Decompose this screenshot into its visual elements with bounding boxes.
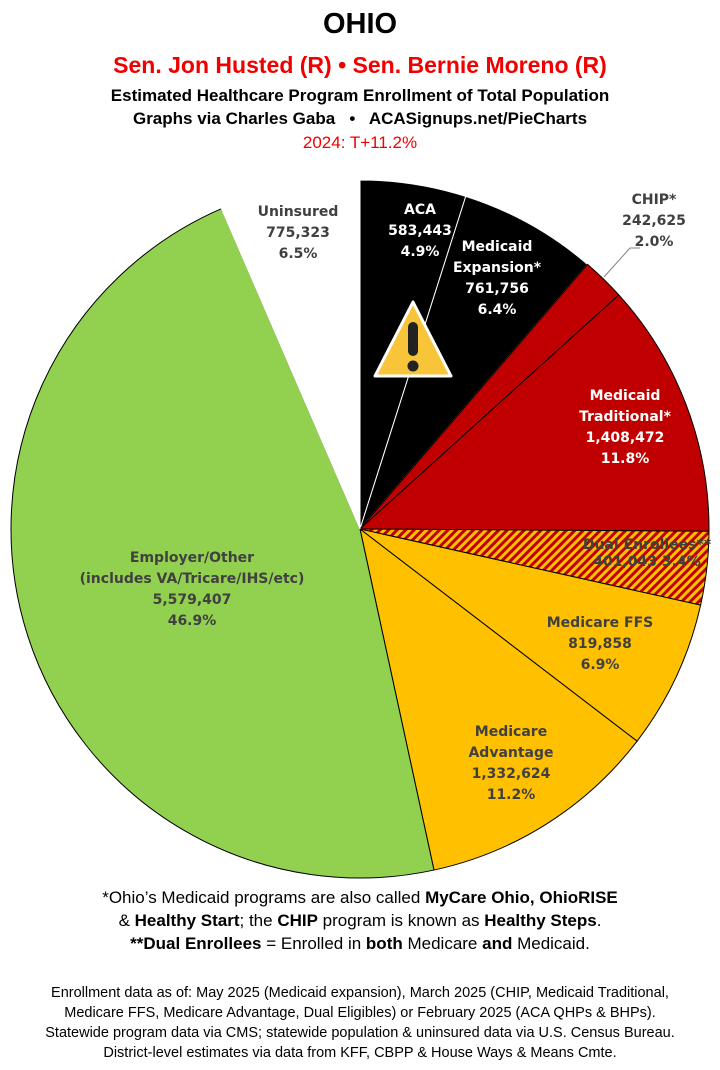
slice-percent: 6.4% — [478, 302, 517, 318]
subtitle: Estimated Healthcare Program Enrollment … — [110, 86, 610, 105]
slice-label: Medicaid — [590, 388, 661, 404]
source-line: District-level estimates via data from K… — [103, 1045, 617, 1061]
slice-value: 761,756 — [465, 281, 529, 297]
slice-percent: 6.9% — [581, 657, 620, 673]
slice-label: Uninsured — [258, 204, 339, 220]
election-margin: 2024: T+11.2% — [302, 133, 418, 152]
slice-label: Dual Enrollees** — [583, 537, 712, 553]
slice-percent: 2.0% — [635, 234, 674, 250]
pie-slice-medicare-advantage — [359, 527, 638, 871]
slice-percent: 11.2% — [487, 787, 536, 803]
chart-title: OHIO — [322, 8, 398, 40]
slice-label: ACA — [404, 202, 436, 218]
slice-percent: 6.5% — [279, 246, 318, 262]
slice-label: Employer/Other — [130, 550, 254, 566]
slice-label: Medicaid — [462, 239, 533, 255]
slice-value: 775,323 — [266, 225, 330, 241]
chip-leader-line — [603, 247, 640, 278]
pie-slice-employer-other-includes-va-tricare-ihs-etc — [10, 208, 435, 879]
note-line: **Dual Enrollees = Enrolled in both Medi… — [130, 934, 590, 953]
slice-value: 1,408,472 — [586, 430, 665, 446]
slice-value: 819,858 — [568, 636, 632, 652]
slice-label: CHIP* — [632, 192, 677, 208]
slice-label: Medicare — [475, 724, 547, 740]
slice-value: 242,625 — [622, 213, 686, 229]
slice-label: Medicare FFS — [547, 615, 653, 631]
credit: Graphs via Charles Gaba • ACASignups.net… — [132, 109, 588, 128]
slice-label: 401,043 3.4% — [593, 554, 700, 570]
source-line: Statewide program data via CMS; statewid… — [45, 1025, 675, 1041]
senators: Sen. Jon Husted (R) • Sen. Bernie Moreno… — [113, 52, 607, 78]
source-line: Medicare FFS, Medicare Advantage, Dual E… — [64, 1005, 656, 1021]
slice-label: (includes VA/Tricare/IHS/etc) — [80, 571, 305, 587]
slice-percent: 4.9% — [401, 244, 440, 260]
slice-label: Expansion* — [453, 260, 542, 276]
footnote-programs: *Ohio’s Medicaid programs are also calle… — [0, 886, 720, 955]
pie-slice-medicare-ffs — [359, 528, 702, 742]
pie-slice-medicaid-traditional — [358, 294, 710, 532]
source-line: Enrollment data as of: May 2025 (Medicai… — [51, 985, 669, 1001]
slice-value: 583,443 — [388, 223, 452, 239]
slice-value: 1,332,624 — [472, 766, 551, 782]
slice-percent: 11.8% — [601, 451, 650, 467]
slice-value: 5,579,407 — [153, 592, 232, 608]
pie-slice-uninsured — [220, 179, 361, 530]
warning-icon — [373, 300, 453, 378]
note-line: *Ohio’s Medicaid programs are also calle… — [102, 888, 618, 907]
note-line: & Healthy Start; the CHIP program is kno… — [118, 911, 602, 930]
footnote-sources: Enrollment data as of: May 2025 (Medicai… — [0, 983, 720, 1063]
slice-label: Advantage — [468, 745, 553, 761]
pie-slice-medicaid-expansion — [359, 195, 589, 530]
slice-label: Traditional* — [579, 409, 672, 425]
slice-percent: 46.9% — [168, 613, 217, 629]
